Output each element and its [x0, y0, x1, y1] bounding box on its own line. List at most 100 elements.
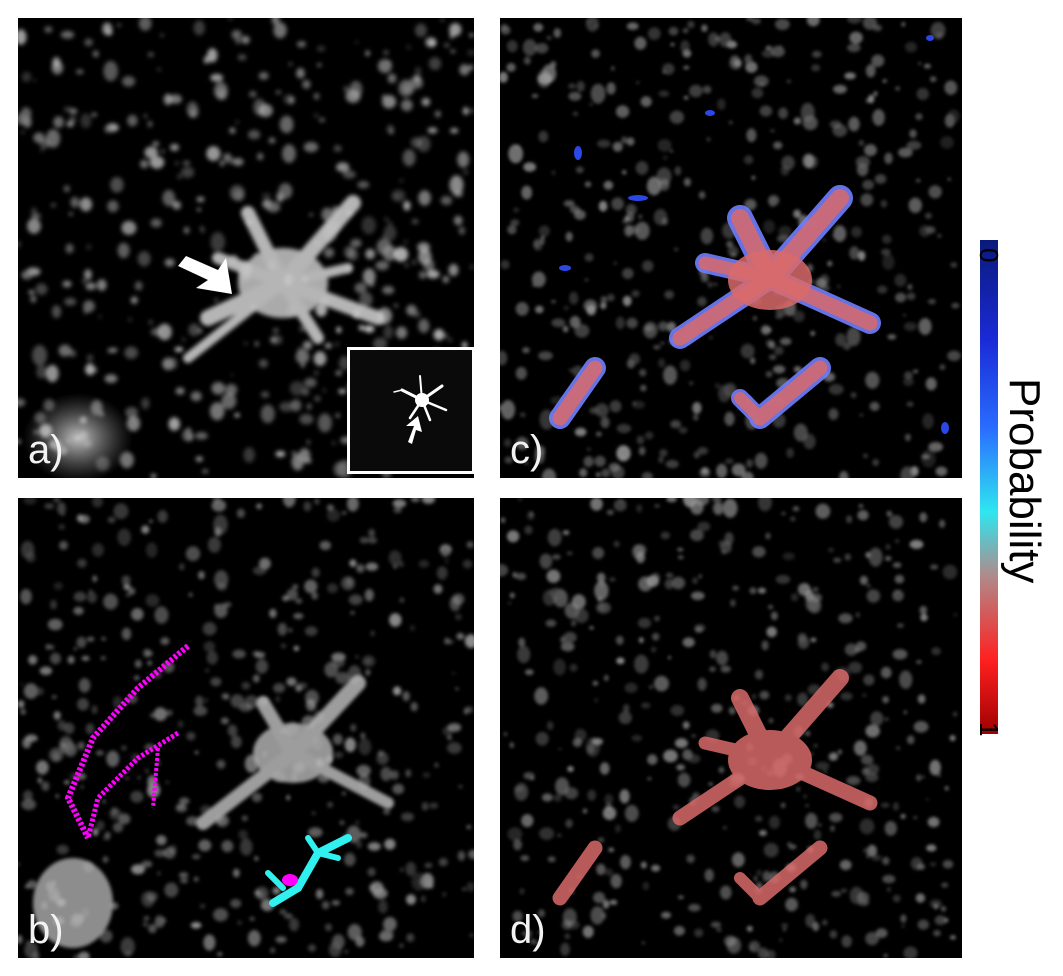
speckle [517, 645, 531, 664]
speckle [759, 690, 770, 700]
speckle [216, 582, 228, 591]
speckle [714, 383, 721, 388]
speckle [637, 617, 652, 629]
speckle [761, 640, 769, 651]
speckle [204, 669, 210, 672]
speckle [18, 439, 22, 445]
speckle [20, 107, 32, 121]
speckle [407, 78, 419, 89]
speckle [844, 643, 858, 656]
speckle [646, 575, 659, 587]
speckle [768, 340, 776, 349]
speckle [20, 131, 25, 134]
speckle [303, 501, 312, 512]
speckle [521, 185, 533, 200]
speckle [733, 59, 742, 67]
speckle [107, 30, 113, 36]
speckle [500, 350, 508, 366]
speckle [272, 328, 279, 333]
speckle [103, 60, 118, 82]
speckle [531, 271, 546, 288]
speckle [18, 934, 23, 944]
speckle [813, 743, 818, 748]
speckle [716, 98, 726, 111]
speckle [592, 680, 599, 686]
speckle [566, 551, 573, 556]
speckle [916, 178, 921, 183]
speckle [470, 108, 474, 113]
speckle [901, 924, 905, 928]
speckle [233, 868, 240, 878]
speckle [950, 262, 958, 268]
speckle [405, 769, 412, 778]
speckle [567, 766, 574, 772]
speckle [873, 91, 878, 97]
speckle [84, 366, 98, 374]
speckle [322, 388, 326, 393]
speckle [127, 114, 138, 127]
speckle [456, 632, 465, 640]
speckle [146, 542, 158, 558]
speckle [558, 747, 562, 751]
speckle [230, 735, 242, 749]
speckle [45, 644, 51, 650]
speckle [871, 854, 882, 861]
speckle [506, 530, 520, 543]
speckle [616, 423, 632, 434]
speckle [444, 637, 450, 645]
speckle [884, 152, 893, 164]
speckle [539, 553, 553, 569]
speckle [295, 685, 303, 692]
speckle [850, 392, 857, 399]
speckle [295, 598, 303, 604]
speckle [752, 316, 757, 321]
speckle [383, 50, 389, 55]
speckle [326, 504, 334, 511]
speckle [141, 525, 150, 534]
speckle [670, 420, 681, 429]
speckle [789, 886, 796, 893]
speckle [731, 253, 736, 256]
speckle [56, 844, 69, 855]
speckle [693, 451, 700, 459]
speckle [634, 36, 647, 50]
speckle [682, 721, 690, 730]
speckle [651, 632, 660, 641]
speckle [538, 909, 545, 918]
speckle [644, 431, 654, 440]
speckle [767, 604, 774, 610]
speckle [553, 794, 562, 802]
speckle [196, 196, 205, 203]
panel-label-b: b) [28, 908, 64, 952]
speckle [500, 400, 516, 420]
speckle [355, 655, 359, 659]
speckle [186, 101, 199, 118]
speckle [751, 175, 756, 180]
speckle [508, 144, 524, 164]
speckle [773, 365, 786, 374]
speckle [92, 575, 98, 582]
speckle [500, 26, 511, 35]
speckle [165, 780, 170, 784]
speckle [564, 933, 571, 940]
speckle [384, 217, 389, 222]
speckle [111, 807, 118, 816]
speckle [927, 816, 940, 828]
speckle [828, 384, 844, 395]
speckle [708, 32, 720, 47]
speckle [658, 358, 666, 368]
speckle [535, 731, 549, 746]
speckle [86, 244, 92, 250]
speckle [875, 928, 888, 938]
speckle [145, 594, 160, 607]
speckle [148, 924, 157, 934]
speckle [538, 130, 549, 143]
speckle [808, 598, 822, 614]
speckle [145, 768, 149, 774]
speckle [443, 43, 450, 48]
speckle [209, 402, 225, 421]
speckle [198, 571, 205, 580]
speckle [243, 447, 255, 463]
speckle [690, 499, 704, 515]
speckle [755, 815, 763, 822]
